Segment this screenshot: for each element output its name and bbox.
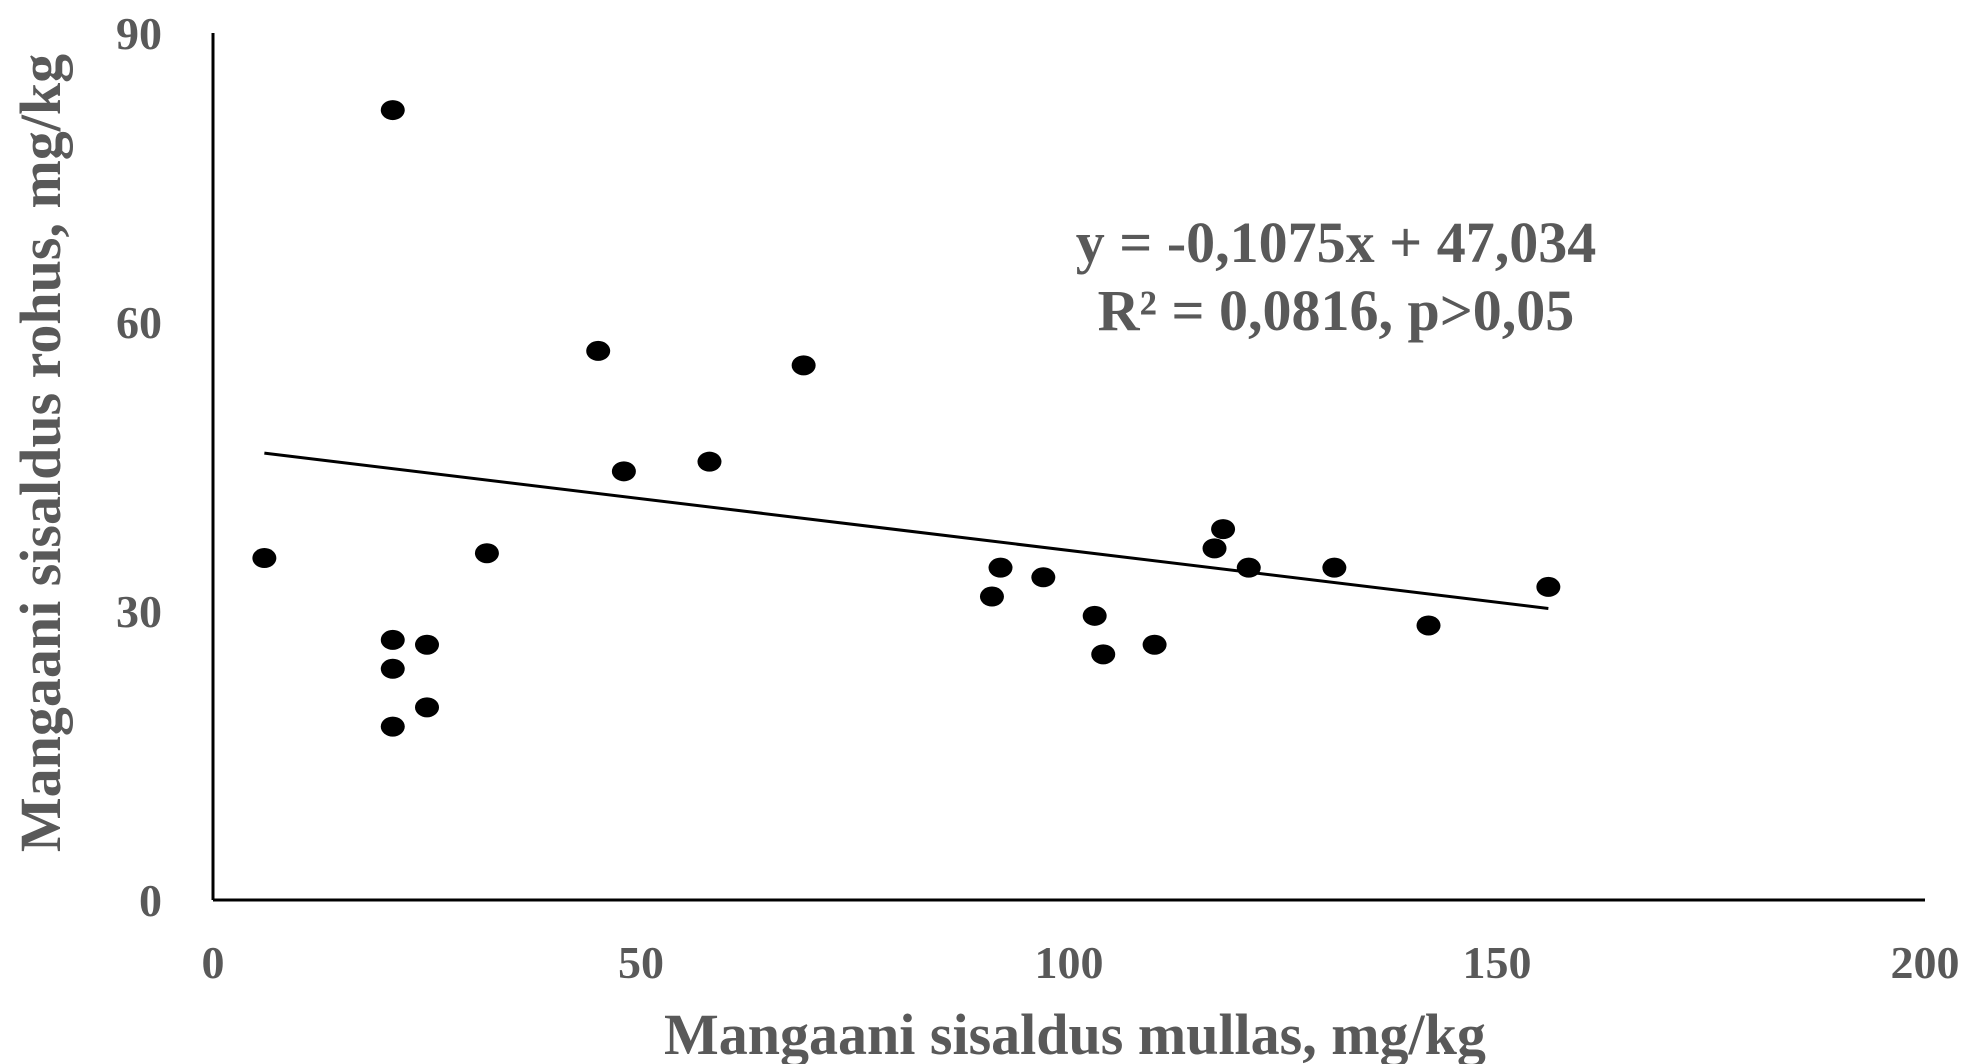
x-tick-labels: 0 50 100 150 200 bbox=[202, 937, 1960, 988]
data-point bbox=[1142, 634, 1167, 655]
data-point bbox=[380, 100, 405, 121]
data-point bbox=[380, 629, 405, 650]
y-tick-labels: 0 30 60 90 bbox=[116, 8, 162, 926]
data-point bbox=[586, 340, 611, 361]
data-point bbox=[611, 461, 636, 482]
data-point bbox=[1322, 557, 1347, 578]
data-point bbox=[380, 716, 405, 737]
data-point bbox=[1031, 567, 1056, 588]
x-tick-label: 200 bbox=[1891, 937, 1960, 988]
data-point bbox=[415, 634, 439, 655]
data-point bbox=[979, 586, 1004, 607]
y-tick-label: 90 bbox=[116, 8, 162, 59]
data-point bbox=[1416, 615, 1441, 636]
x-axis-title: Mangaani sisaldus mullas, mg/kg bbox=[664, 1002, 1486, 1064]
y-tick-label: 0 bbox=[139, 875, 162, 926]
x-tick-label: 100 bbox=[1035, 937, 1104, 988]
y-tick-label: 30 bbox=[116, 586, 162, 637]
trendline bbox=[264, 451, 1549, 610]
trendline-group bbox=[264, 451, 1549, 610]
data-point bbox=[1202, 538, 1227, 559]
x-tick-label: 0 bbox=[202, 937, 225, 988]
data-points bbox=[252, 100, 1561, 737]
data-point bbox=[474, 543, 499, 564]
data-point bbox=[1211, 519, 1236, 540]
data-point bbox=[988, 557, 1013, 578]
data-point bbox=[1236, 557, 1261, 578]
data-point bbox=[380, 658, 405, 679]
axes bbox=[211, 33, 1925, 902]
data-point bbox=[1082, 605, 1107, 626]
x-tick-label: 150 bbox=[1463, 937, 1532, 988]
trendline-equation: y = -0,1075x + 47,034 bbox=[1076, 210, 1596, 275]
y-tick-label: 60 bbox=[116, 297, 162, 348]
y-axis-title: Mangaani sisaldus rohus, mg/kg bbox=[8, 54, 73, 852]
data-point bbox=[697, 451, 722, 472]
data-point bbox=[791, 355, 816, 376]
data-point bbox=[415, 697, 439, 718]
data-point bbox=[252, 548, 277, 569]
x-tick-label: 50 bbox=[618, 937, 664, 988]
r-squared-label: R² = 0,0816, p>0,05 bbox=[1098, 278, 1575, 343]
data-point bbox=[1536, 576, 1561, 597]
data-point bbox=[1091, 644, 1116, 665]
